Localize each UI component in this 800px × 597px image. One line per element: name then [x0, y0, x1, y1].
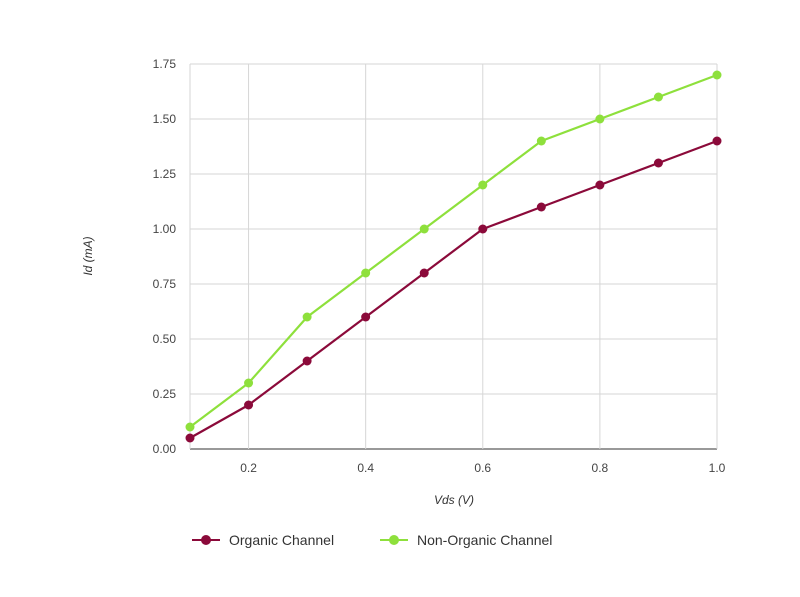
legend-label-organic: Organic Channel: [229, 532, 334, 548]
data-point[interactable]: [361, 268, 371, 278]
data-point[interactable]: [478, 180, 488, 190]
data-point[interactable]: [712, 136, 722, 146]
x-tick-label: 0.6: [474, 461, 491, 475]
y-tick-label: 0.50: [153, 332, 177, 346]
data-point[interactable]: [185, 433, 195, 443]
y-tick-label: 1.00: [153, 222, 177, 236]
data-point[interactable]: [185, 422, 195, 432]
data-point[interactable]: [361, 312, 371, 322]
y-axis-title: Id (mA): [81, 236, 95, 275]
series-line: [189, 139, 718, 439]
legend: Organic Channel Non-Organic Channel: [192, 532, 552, 548]
x-tick-labels: 0.2 0.4 0.6 0.8 1.0: [240, 461, 725, 475]
y-tick-labels: 0.00 0.25 0.50 0.75 1.00 1.25 1.50 1.75: [153, 57, 177, 456]
y-tick-label: 0.00: [153, 442, 177, 456]
data-point[interactable]: [653, 158, 663, 168]
data-point[interactable]: [595, 114, 605, 124]
y-tick-label: 0.25: [153, 387, 177, 401]
y-tick-label: 1.25: [153, 167, 177, 181]
series-layer: [185, 70, 722, 443]
data-point[interactable]: [595, 180, 605, 190]
data-point[interactable]: [653, 92, 663, 102]
legend-label-non-organic: Non-Organic Channel: [417, 532, 552, 548]
x-tick-label: 1.0: [709, 461, 726, 475]
y-tick-label: 1.50: [153, 112, 177, 126]
y-tick-label: 0.75: [153, 277, 177, 291]
data-point[interactable]: [536, 136, 546, 146]
x-tick-label: 0.2: [240, 461, 257, 475]
series-1: [185, 70, 722, 432]
legend-marker-non-organic: [389, 535, 399, 545]
data-point[interactable]: [712, 70, 722, 80]
series-0: [185, 136, 722, 443]
data-point[interactable]: [478, 224, 488, 234]
series-line: [189, 73, 718, 428]
data-point[interactable]: [419, 224, 429, 234]
data-point[interactable]: [244, 378, 254, 388]
grid-lines: [189, 63, 718, 450]
legend-item-organic[interactable]: Organic Channel: [192, 532, 334, 548]
legend-marker-organic: [201, 535, 211, 545]
data-point[interactable]: [419, 268, 429, 278]
x-tick-label: 0.4: [357, 461, 374, 475]
x-axis-title: Vds (V): [434, 493, 474, 507]
data-point[interactable]: [244, 400, 254, 410]
x-tick-label: 0.8: [592, 461, 609, 475]
data-point[interactable]: [536, 202, 546, 212]
legend-item-non-organic[interactable]: Non-Organic Channel: [380, 532, 552, 548]
y-tick-label: 1.75: [153, 57, 177, 71]
data-point[interactable]: [302, 312, 312, 322]
data-point[interactable]: [302, 356, 312, 366]
